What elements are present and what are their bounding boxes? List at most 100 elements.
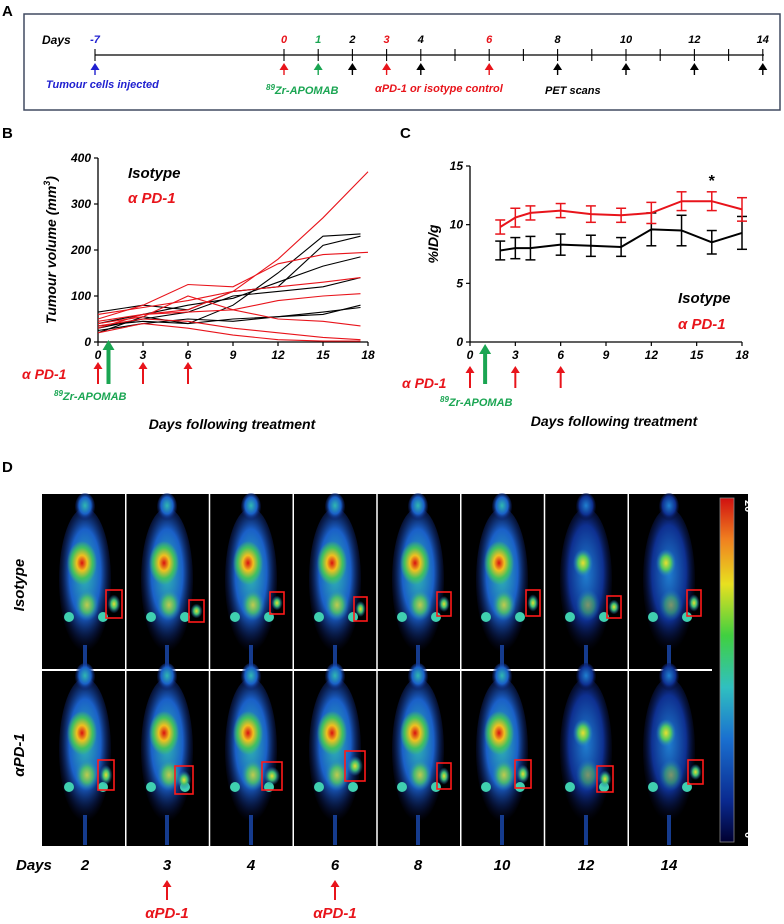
pet-liver-hotspot: [149, 541, 179, 585]
pet-tumour: [689, 764, 702, 780]
timeline-arrow-head: [313, 63, 323, 70]
timeline-arrow: [90, 63, 100, 75]
dose-arrow-head: [465, 366, 475, 373]
pet-tumour: [688, 594, 700, 612]
y-axis-label-close: ): [43, 176, 59, 183]
pet-scan: [476, 663, 532, 845]
pet-joint-left: [230, 782, 240, 792]
y-axis-label: %ID/g: [425, 224, 441, 263]
pet-joint-left: [314, 612, 324, 622]
pet-joint-left: [648, 782, 658, 792]
pet-abdomen: [659, 589, 683, 621]
timeline-tick-label: 0: [281, 34, 288, 46]
pet-tail: [249, 815, 253, 845]
pet-abdomen: [75, 589, 99, 621]
pet-tail: [249, 645, 253, 675]
x-tick-label: 6: [185, 348, 192, 362]
pet-abdomen: [325, 759, 349, 791]
pet-abdomen: [408, 759, 432, 791]
significance-marker: *: [709, 173, 716, 190]
series-line-0: [500, 228, 743, 252]
timeline-arrow-head: [758, 63, 768, 70]
timeline-tick-label: 12: [688, 34, 700, 46]
dose-arrow: [465, 366, 475, 388]
treatment-label: αPD-1: [145, 905, 188, 922]
timeline-arrow-head: [347, 63, 357, 70]
day-label: 10: [494, 857, 511, 874]
timeline-arrow: [621, 63, 631, 75]
pet-liver-hotspot: [233, 541, 263, 585]
pet-tail: [333, 645, 337, 675]
row-label-isotype: Isotype: [11, 559, 28, 612]
tumour-roi-box: [261, 761, 283, 791]
timeline-arrow-head: [382, 63, 392, 70]
x-axis-label: Days following treatment: [149, 416, 317, 432]
tumour-roi-box: [174, 765, 194, 795]
pet-joint-left: [397, 612, 407, 622]
x-tick-label: 0: [95, 348, 102, 362]
pet-tail: [584, 815, 588, 845]
pet-joint-right: [180, 612, 190, 622]
pet-joint-left: [565, 612, 575, 622]
pet-tail: [333, 815, 337, 845]
x-tick-label: 15: [316, 348, 330, 362]
dose-arrow-head: [183, 362, 193, 369]
pet-joint-left: [565, 782, 575, 792]
pet-head: [241, 663, 261, 691]
x-tick-label: 15: [690, 348, 704, 362]
y-axis-label-superscript: 3: [42, 181, 52, 186]
tracer-arrow-head: [102, 340, 115, 350]
pet-joint-left: [397, 782, 407, 792]
series-line-1: [97, 235, 361, 313]
day-label: 8: [414, 857, 423, 874]
pet-tumour: [438, 767, 450, 785]
tumour-roi-box: [525, 589, 541, 617]
series-line-11: [97, 318, 361, 341]
y-tick-label: 15: [450, 159, 464, 173]
dosing-label: α PD-1: [22, 366, 67, 382]
panel-letter-c: C: [400, 125, 411, 142]
pet-tumour: [99, 765, 113, 785]
row-label-apd1: αPD-1: [11, 733, 28, 776]
treatment-arrow-head: [330, 880, 340, 887]
dose-arrow: [93, 362, 103, 384]
pet-joint-left: [481, 612, 491, 622]
pet-tail: [500, 645, 504, 675]
pet-tumour: [516, 764, 530, 784]
pet-tail: [165, 645, 169, 675]
x-axis-label: Days following treatment: [531, 413, 699, 429]
timeline-tick-label: 14: [757, 34, 769, 46]
pet-body: [643, 508, 695, 652]
pet-tumour: [190, 603, 203, 619]
pet-liver-hotspot: [400, 541, 430, 585]
pet-liver-hotspot: [67, 711, 97, 755]
tumour-roi-box: [436, 762, 452, 790]
dose-arrow: [183, 362, 193, 384]
pet-tumour: [347, 756, 363, 776]
y-tick-label: 5: [456, 276, 463, 290]
pet-abdomen: [576, 759, 600, 791]
colorbar-max-label: 20: [742, 500, 754, 512]
timeline-tick-label: 8: [555, 34, 562, 46]
tumour-roi-box: [687, 759, 704, 785]
pet-tail: [416, 815, 420, 845]
pet-tail: [584, 645, 588, 675]
pet-joint-left: [146, 612, 156, 622]
series-line-5: [97, 306, 361, 327]
legend-isotype: Isotype: [128, 165, 181, 182]
dose-arrow-head: [510, 366, 520, 373]
timeline-arrow-head: [553, 63, 563, 70]
pet-joint-right: [515, 612, 525, 622]
timeline-arrow: [313, 63, 323, 75]
panel-letter-d: D: [2, 459, 13, 476]
pet-body: [643, 678, 695, 822]
pet-joint-left: [648, 612, 658, 622]
treatment-label: αPD-1: [313, 905, 356, 922]
day-label: 12: [578, 857, 595, 874]
tumour-roi-box: [436, 591, 452, 617]
x-tick-label: 3: [512, 348, 519, 362]
timeline-arrow-head: [416, 63, 426, 70]
tumour-roi-box: [97, 759, 115, 791]
